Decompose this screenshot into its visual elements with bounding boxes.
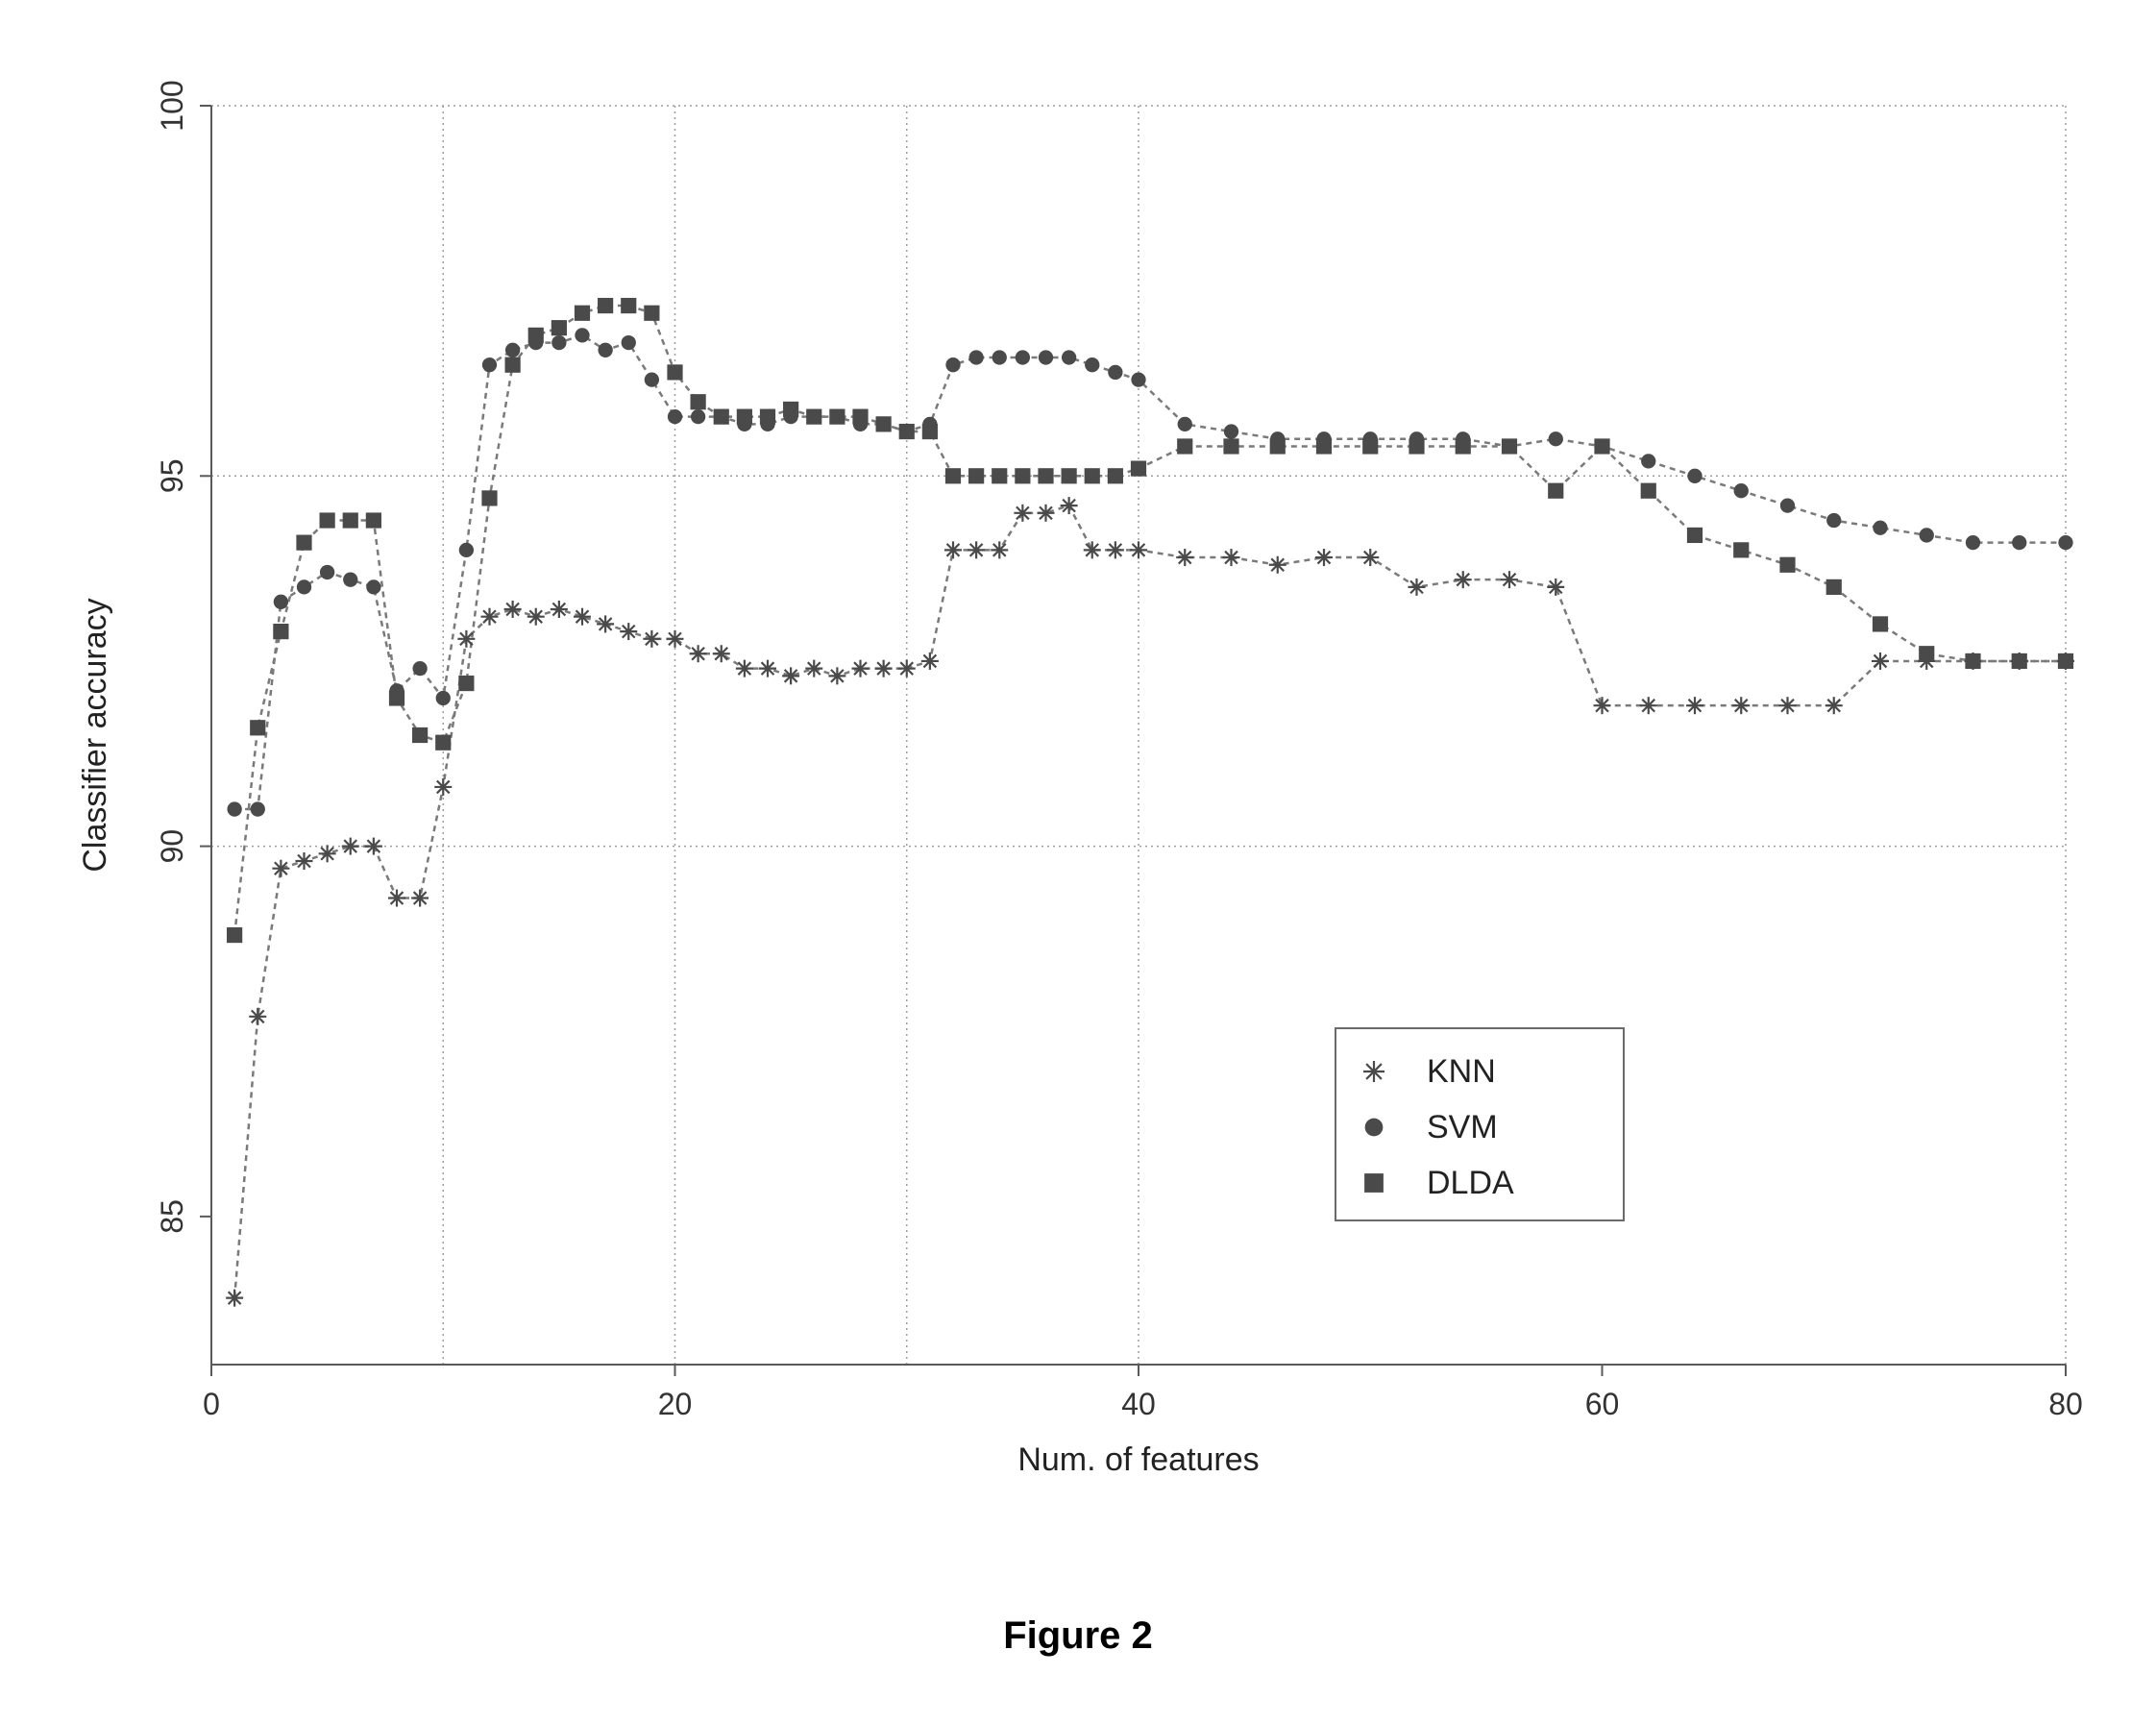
svg-text:SVM: SVM xyxy=(1427,1109,1498,1145)
svg-text:KNN: KNN xyxy=(1427,1053,1496,1090)
svg-text:Num. of features: Num. of features xyxy=(1017,1441,1259,1478)
svg-text:Classifier accuracy: Classifier accuracy xyxy=(77,598,113,872)
svg-text:0: 0 xyxy=(203,1387,220,1421)
svg-text:90: 90 xyxy=(155,829,189,864)
svg-text:DLDA: DLDA xyxy=(1427,1165,1514,1201)
svg-text:40: 40 xyxy=(1121,1387,1156,1421)
svg-text:95: 95 xyxy=(155,458,189,493)
svg-text:100: 100 xyxy=(155,80,189,131)
svg-text:80: 80 xyxy=(2048,1387,2083,1421)
svg-text:20: 20 xyxy=(658,1387,693,1421)
svg-text:85: 85 xyxy=(155,1199,189,1234)
svg-text:60: 60 xyxy=(1585,1387,1620,1421)
line-chart: 0 20 40 60 80 85 90 95 100 Num. of features Classi… xyxy=(0,0,2156,1724)
figure-caption: Figure 2 xyxy=(0,1614,2156,1658)
chart-container: 0 20 40 60 80 85 90 95 100 Num. of features Classi… xyxy=(0,0,2156,1724)
